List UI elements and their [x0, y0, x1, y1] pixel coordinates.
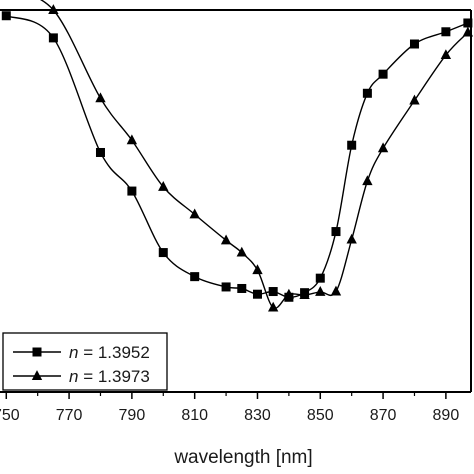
x-tick-label: 790	[119, 407, 146, 424]
plot-frame	[0, 9, 472, 393]
data-point	[409, 94, 420, 105]
legend-box	[2, 332, 168, 391]
data-point	[95, 92, 106, 103]
legend-label: n = 1.3952	[69, 343, 150, 362]
legend-entry-2: n = 1.3973	[13, 367, 150, 386]
data-point	[48, 4, 59, 14]
data-point	[463, 18, 473, 28]
x-tick-label: 890	[433, 407, 460, 424]
x-tick-label: 870	[370, 407, 397, 424]
data-point	[1, 11, 11, 21]
data-point	[252, 264, 263, 275]
x-tick-label: 830	[244, 407, 271, 424]
data-point	[236, 246, 247, 257]
x-tick-label: 750	[0, 407, 20, 424]
data-point	[252, 289, 262, 299]
x-tick-label: 810	[181, 407, 208, 424]
data-point	[330, 285, 342, 296]
data-point	[126, 134, 138, 145]
data-point	[220, 234, 232, 245]
data-point	[158, 181, 169, 191]
data-point	[299, 289, 310, 299]
data-point	[283, 288, 295, 299]
legend-value: = 1.3952	[78, 343, 149, 362]
data-point	[315, 286, 326, 296]
data-point	[315, 273, 325, 283]
data-point	[95, 147, 105, 157]
data-point	[378, 69, 388, 79]
data-point	[221, 282, 231, 292]
legend-entry-1: n = 1.3952	[13, 343, 150, 362]
data-point	[462, 26, 474, 37]
legend-variable: n	[69, 367, 78, 386]
data-point	[331, 227, 341, 237]
data-point	[362, 88, 372, 98]
data-point	[127, 186, 137, 196]
legend-marker	[32, 347, 42, 357]
data-point	[346, 233, 357, 244]
legend-variable: n	[69, 343, 78, 362]
data-point	[189, 208, 200, 219]
legend-value: = 1.3973	[78, 367, 149, 386]
data-point	[268, 301, 279, 312]
data-point	[48, 33, 58, 43]
series-line	[5, 15, 469, 298]
data-point	[190, 272, 200, 282]
legend-label: n = 1.3973	[69, 367, 150, 386]
data-point	[440, 49, 452, 60]
legend-marker	[31, 370, 43, 380]
series-group	[1, 0, 474, 312]
x-tick-label: 770	[56, 407, 83, 424]
data-point	[158, 248, 168, 258]
x-axis: 750 770 790 810 830 850 870 890	[0, 392, 459, 424]
data-point	[237, 283, 247, 293]
series-2	[40, 0, 474, 312]
x-axis-label: wavelength [nm]	[173, 447, 312, 468]
data-point	[377, 142, 389, 153]
data-point	[409, 39, 419, 49]
series-1	[1, 11, 473, 302]
data-point	[268, 287, 278, 297]
data-point	[347, 140, 357, 150]
x-tick-label: 850	[307, 407, 334, 424]
series-line	[40, 0, 469, 309]
data-point	[441, 27, 451, 37]
data-point	[362, 175, 373, 186]
